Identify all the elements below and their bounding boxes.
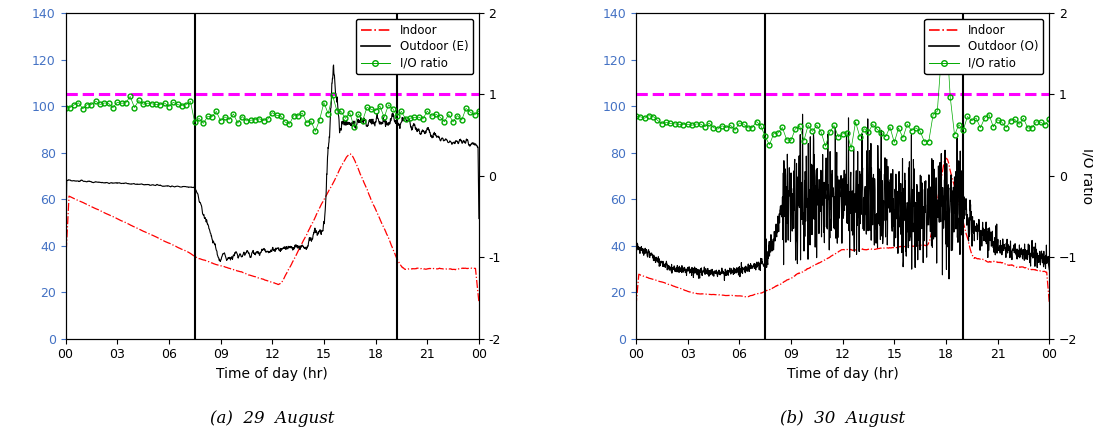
Y-axis label: I/O ratio: I/O ratio: [1080, 148, 1093, 204]
Legend: Indoor, Outdoor (E), I/O ratio: Indoor, Outdoor (E), I/O ratio: [356, 19, 473, 75]
Text: (a)  29  August: (a) 29 August: [210, 410, 334, 427]
X-axis label: Time of day (hr): Time of day (hr): [216, 367, 328, 381]
Text: (b)  30  August: (b) 30 August: [780, 410, 905, 427]
Legend: Indoor, Outdoor (O), I/O ratio: Indoor, Outdoor (O), I/O ratio: [925, 19, 1044, 75]
X-axis label: Time of day (hr): Time of day (hr): [787, 367, 898, 381]
